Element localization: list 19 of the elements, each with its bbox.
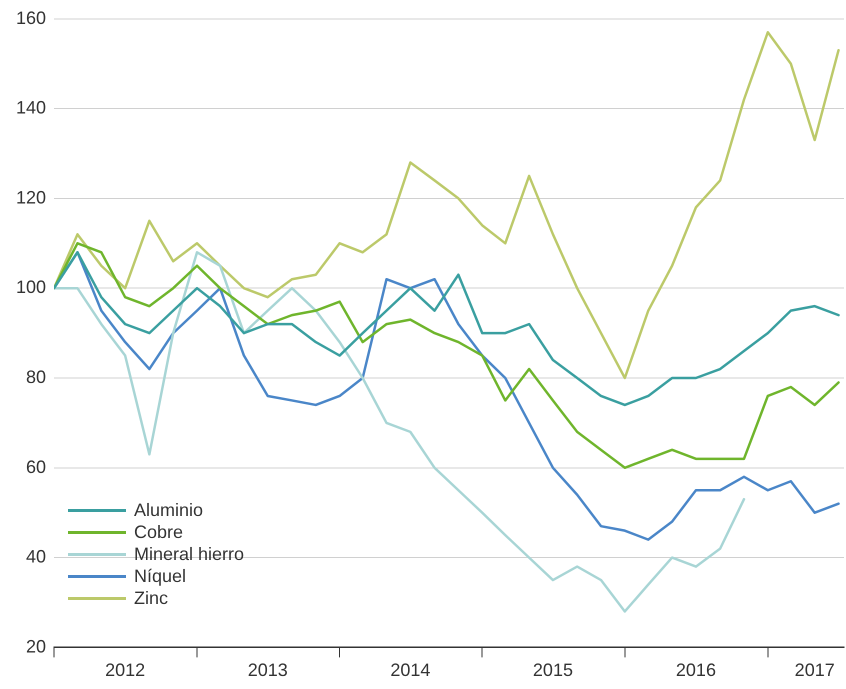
y-tick-label: 160	[16, 8, 46, 28]
y-tick-label: 20	[26, 636, 46, 656]
legend-label: Zinc	[134, 587, 168, 609]
legend-label: Mineral hierro	[134, 543, 244, 565]
y-tick-label: 60	[26, 456, 46, 477]
x-tick-label: 2015	[532, 660, 573, 680]
y-tick-label: 100	[16, 277, 46, 298]
x-tick-label: 2014	[390, 660, 430, 680]
x-tick-label: 2017	[794, 660, 835, 680]
y-tick-label: 140	[16, 98, 46, 118]
x-tick-label: 2016	[676, 660, 716, 680]
legend-label: Cobre	[134, 521, 184, 543]
x-tick-label: 2013	[248, 660, 288, 680]
legend-label: Aluminio	[134, 499, 204, 521]
legend-label: Níquel	[134, 565, 186, 587]
y-tick-label: 120	[16, 187, 46, 208]
y-tick-label: 40	[26, 546, 46, 567]
y-tick-label: 80	[26, 366, 46, 387]
x-tick-label: 2012	[105, 660, 146, 680]
